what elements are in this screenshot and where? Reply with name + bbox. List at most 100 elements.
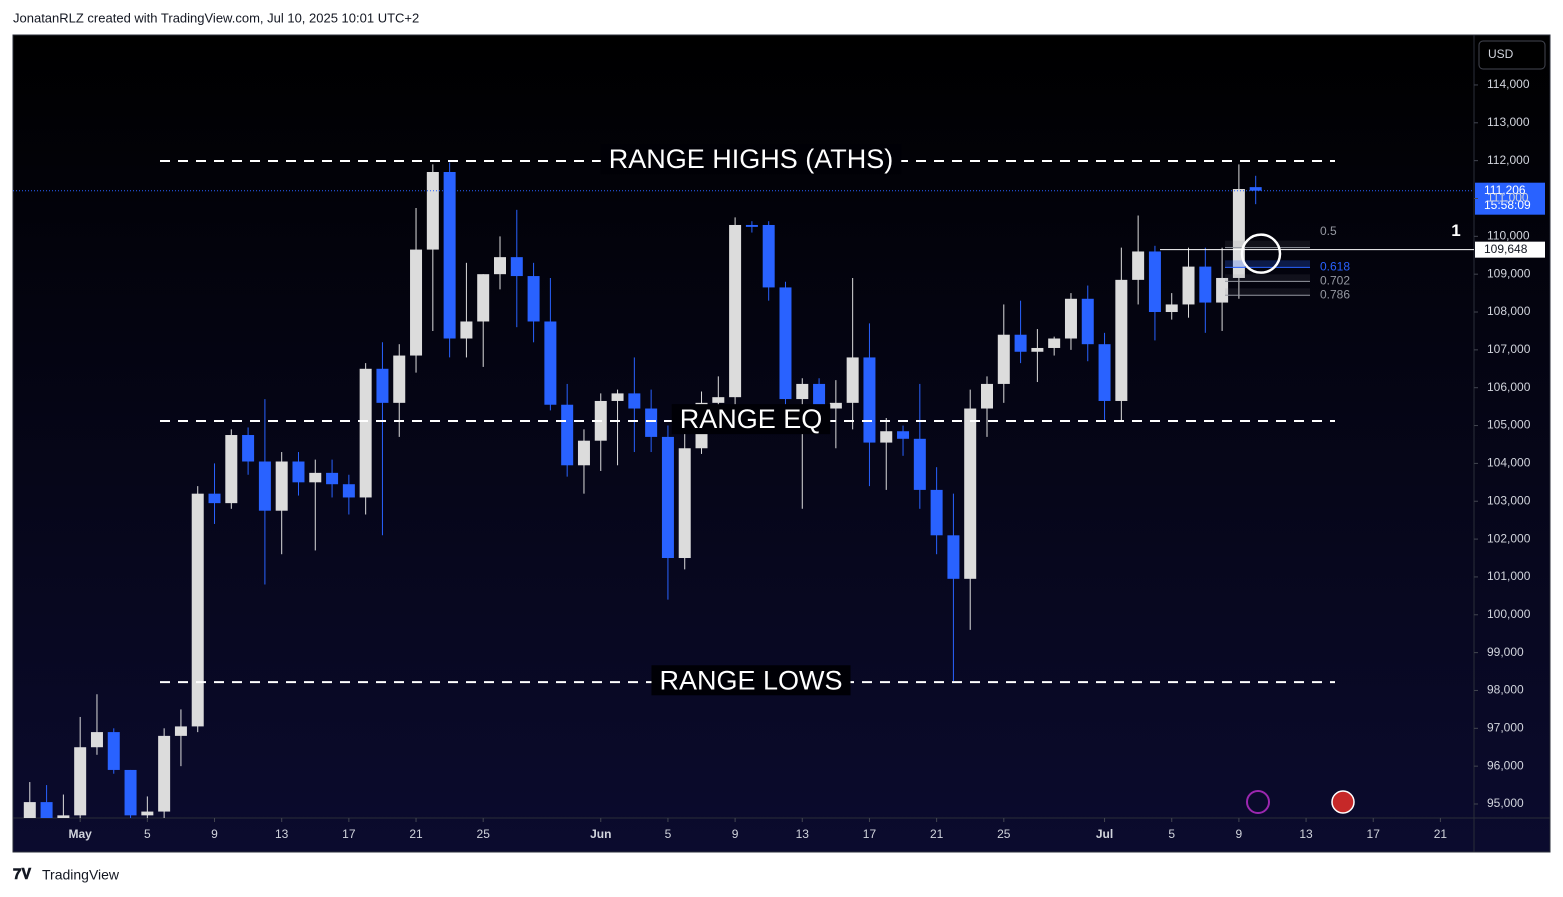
fib-label: 0.5 <box>1320 224 1337 238</box>
x-tick-label: 9 <box>1236 827 1243 841</box>
x-tick-label: 25 <box>477 827 491 841</box>
y-tick-label: 96,000 <box>1487 758 1524 772</box>
candle-body <box>829 402 842 409</box>
y-tick-label: 112,000 <box>1487 153 1530 167</box>
candle-body <box>712 397 725 403</box>
candle-body <box>527 276 540 322</box>
highlight-circle <box>1240 233 1282 274</box>
candle-body <box>611 393 624 401</box>
range-label: RANGE LOWS <box>659 665 842 695</box>
candle-body <box>208 493 221 504</box>
candle-body <box>1081 298 1094 345</box>
x-tick-label: 13 <box>1299 827 1313 841</box>
candle-body <box>426 171 439 250</box>
candle-body <box>342 484 355 498</box>
footer: TradingView <box>42 867 120 883</box>
candle-body <box>1199 266 1212 303</box>
candle-body <box>544 321 557 405</box>
candle-body <box>930 489 943 536</box>
candle-body <box>1216 277 1229 303</box>
x-tick-label: 9 <box>211 827 218 841</box>
y-tick-label: 99,000 <box>1487 645 1524 659</box>
candle-body <box>141 811 154 816</box>
event-icon[interactable] <box>1331 790 1355 814</box>
candle-body <box>1182 266 1195 305</box>
candle-body <box>796 383 809 400</box>
candle-body <box>897 431 910 439</box>
fib-zone <box>1225 240 1310 248</box>
logo-mark: 𝟕𝐕 <box>13 866 32 883</box>
x-tick-label: 5 <box>144 827 151 841</box>
candle-body <box>745 224 758 227</box>
candle-body <box>813 383 826 409</box>
candle-body <box>964 408 977 579</box>
candle-body <box>1165 304 1178 313</box>
fib-label: 0.618 <box>1320 260 1350 274</box>
candle-body <box>678 448 691 559</box>
overlay: RANGE HIGHS (ATHS) RANGE EQ RANGE LOWS 0.5 0… <box>13 144 1545 696</box>
x-tick-label: 13 <box>275 827 289 841</box>
x-tick-label: 17 <box>1367 827 1381 841</box>
y-tick-label: 95,000 <box>1487 796 1524 810</box>
candle-body <box>258 461 271 511</box>
range-label-bg <box>671 404 831 435</box>
plot <box>23 162 1262 818</box>
range-label: RANGE HIGHS (ATHS) <box>609 144 894 174</box>
candle-body <box>292 461 305 483</box>
candle-body <box>477 274 490 322</box>
range-label-bg <box>600 144 902 175</box>
candle-body <box>359 368 372 498</box>
y-tick-label: 109,000 <box>1487 266 1531 280</box>
y-tick-label: 103,000 <box>1487 493 1531 507</box>
candle-body <box>661 436 674 559</box>
y-tick-label: 100,000 <box>1487 607 1531 621</box>
candle-body <box>779 287 792 400</box>
candle-body <box>510 257 523 277</box>
candle-body <box>880 431 893 443</box>
y-tick-label: 114,000 <box>1487 77 1530 91</box>
candle-body <box>981 383 993 409</box>
y-tick-label: 97,000 <box>1487 720 1524 734</box>
candle-body <box>1048 338 1061 348</box>
candle-body <box>729 224 742 398</box>
level-label-bg <box>1475 241 1545 258</box>
candle-body <box>376 368 389 403</box>
x-tick-label: 21 <box>1434 827 1448 841</box>
candle-body <box>90 732 103 748</box>
candle-body <box>275 461 288 511</box>
y-tick-label: 113,000 <box>1487 115 1530 129</box>
candle-body <box>460 321 473 339</box>
y-tick-label: 106,000 <box>1487 380 1531 394</box>
candle-body <box>191 493 204 727</box>
candle-body <box>57 815 70 818</box>
candle-body <box>40 802 53 818</box>
x-tick-label: May <box>69 827 93 841</box>
candle-body <box>913 438 926 490</box>
candle-body <box>393 355 406 403</box>
candle-body <box>997 334 1010 384</box>
candle-body <box>1148 251 1161 313</box>
candle-body <box>174 726 187 736</box>
currency: USD <box>1488 47 1514 61</box>
candle-body <box>846 357 859 403</box>
candle-body <box>158 735 171 812</box>
currency-button[interactable] <box>1478 40 1546 70</box>
candle-body <box>1115 279 1128 401</box>
candle-body <box>1098 344 1111 401</box>
x-tick-label: 17 <box>863 827 877 841</box>
last-price-label: 111,206 <box>1484 183 1526 197</box>
y-tick-label: 111,000 <box>1487 191 1529 205</box>
candle-body <box>1064 298 1077 339</box>
ai-icon[interactable] <box>1246 790 1270 814</box>
countdown: 15:58:09 <box>1484 198 1531 212</box>
x-tick-label: 5 <box>1168 827 1175 841</box>
y-tick-label: 98,000 <box>1487 683 1524 697</box>
fib-label: 0.702 <box>1320 273 1350 287</box>
candle-body <box>124 769 137 816</box>
candle-body <box>326 472 339 485</box>
candle-body <box>225 435 238 504</box>
candle-body <box>494 257 506 275</box>
fib-label: 0.786 <box>1320 287 1350 301</box>
y-tick-label: 110,000 <box>1487 229 1530 243</box>
